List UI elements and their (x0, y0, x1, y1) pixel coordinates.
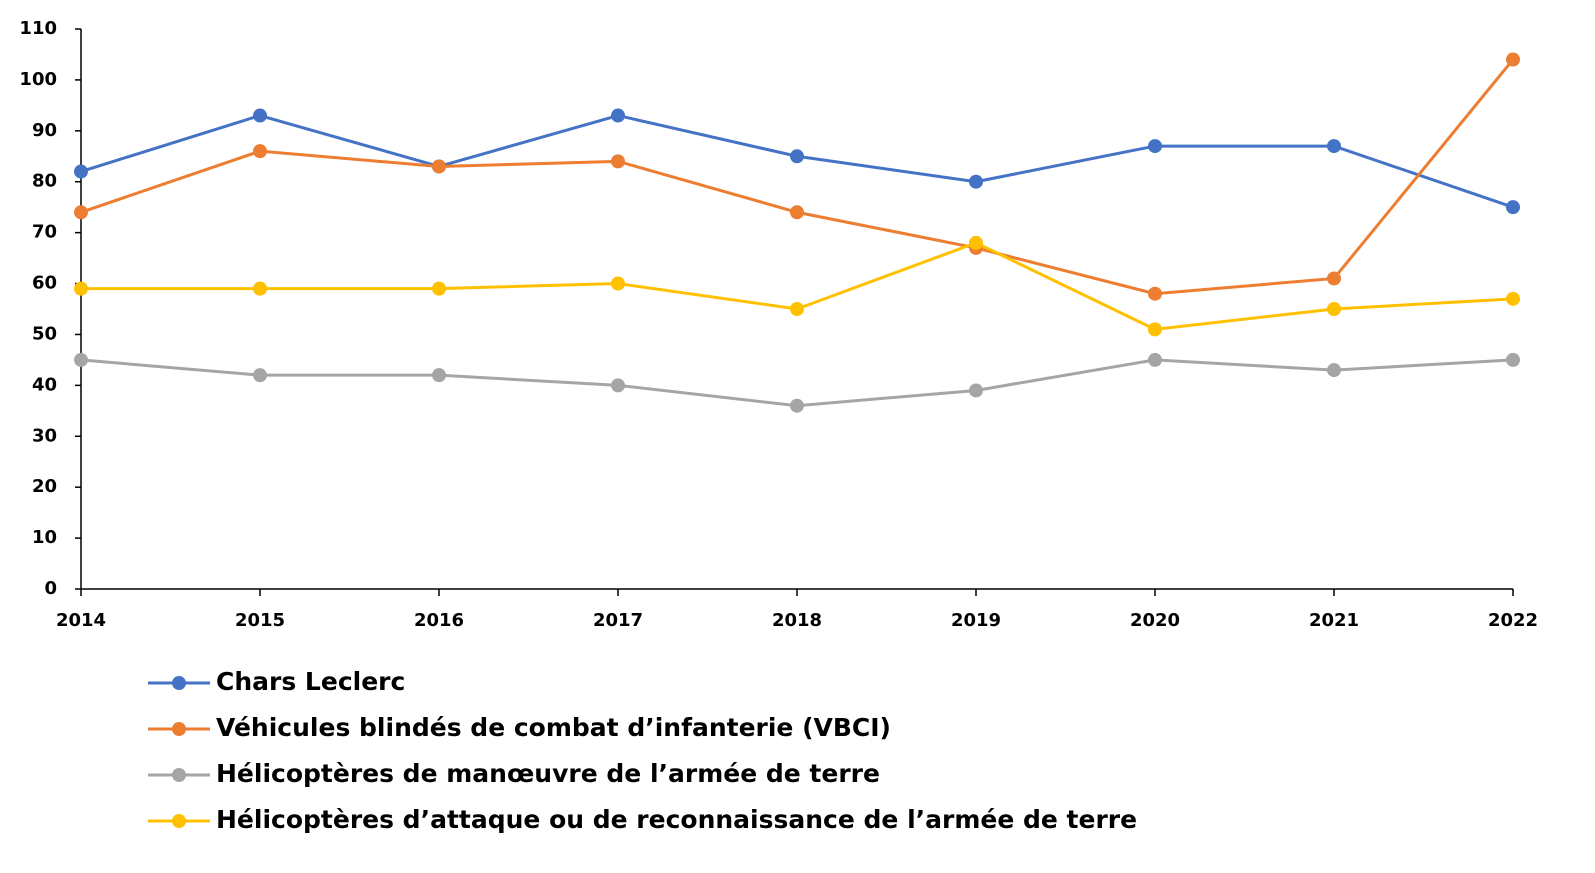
x-tick-label: 2016 (414, 610, 464, 631)
point (253, 368, 267, 383)
point (253, 144, 267, 159)
y-tick-label: 60 (32, 273, 57, 294)
point (1327, 271, 1341, 286)
y-tick-label: 110 (19, 18, 57, 39)
x-tick-label: 2022 (1488, 610, 1538, 631)
legend-label: Hélicoptères d’attaque ou de reconnaissa… (216, 805, 1137, 834)
point (969, 235, 983, 250)
series-line (81, 241, 1514, 331)
series-line (80, 58, 1515, 296)
point (1148, 286, 1162, 301)
point (1148, 139, 1162, 154)
point (611, 154, 625, 169)
y-tick-label: 80 (32, 171, 57, 192)
point (1506, 352, 1520, 367)
y-tick-label: 0 (44, 578, 57, 599)
point (432, 159, 446, 174)
x-tick-label: 2021 (1309, 610, 1359, 631)
legend-marker (172, 722, 186, 736)
point (74, 164, 88, 179)
point (790, 205, 804, 220)
x-tick-label: 2019 (951, 610, 1001, 631)
y-tick-label: 90 (32, 120, 57, 141)
point (969, 383, 983, 398)
point (432, 281, 446, 296)
y-tick-label: 70 (32, 222, 57, 243)
point (1148, 322, 1162, 337)
y-tick-label: 20 (32, 476, 57, 497)
legend-label: Chars Leclerc (216, 667, 405, 696)
point (1327, 363, 1341, 378)
point (969, 174, 983, 189)
y-tick-label: 50 (32, 323, 57, 344)
x-tick-label: 2017 (593, 610, 643, 631)
point (1148, 352, 1162, 367)
point (253, 281, 267, 296)
point (611, 108, 625, 123)
point (1327, 302, 1341, 316)
point (790, 302, 804, 316)
y-tick-label: 40 (32, 374, 57, 395)
point (611, 378, 625, 393)
point (1506, 291, 1520, 306)
point (1506, 200, 1520, 215)
legend-marker (172, 676, 186, 690)
point (790, 398, 804, 413)
legend-marker (172, 814, 186, 828)
point (1506, 52, 1520, 67)
point (74, 281, 88, 296)
point (74, 205, 88, 220)
x-tick-label: 2020 (1130, 610, 1180, 631)
y-tick-label: 10 (32, 527, 57, 548)
x-tick-label: 2018 (772, 610, 822, 631)
x-tick-label: 2015 (235, 610, 285, 631)
x-tick-label: 2014 (56, 610, 106, 631)
point (432, 368, 446, 383)
y-tick-label: 30 (32, 425, 57, 446)
legend-marker (172, 768, 186, 782)
y-tick-label: 100 (19, 69, 57, 90)
point (1327, 139, 1341, 154)
point (611, 276, 625, 291)
point (253, 108, 267, 123)
legend-label: Véhicules blindés de combat d’infanterie… (216, 713, 891, 742)
legend-label: Hélicoptères de manœuvre de l’armée de t… (216, 759, 880, 788)
point (74, 352, 88, 367)
point (790, 149, 804, 164)
